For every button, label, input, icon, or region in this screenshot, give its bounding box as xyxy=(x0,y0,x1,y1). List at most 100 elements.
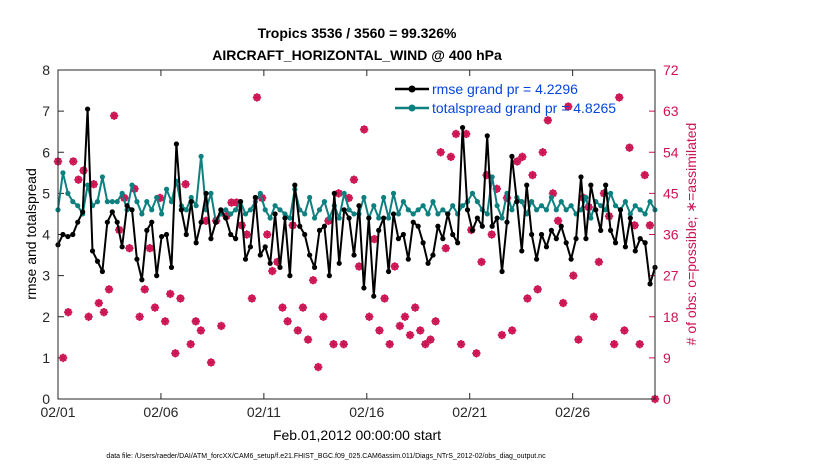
obs-assimilated-marker xyxy=(533,285,542,294)
obs-assimilated-marker xyxy=(324,216,333,225)
totalspread-marker xyxy=(302,211,308,217)
obs-assimilated-marker xyxy=(569,271,578,280)
obs-assimilated-marker xyxy=(84,312,93,321)
totalspread-marker xyxy=(242,211,249,217)
totalspread-marker xyxy=(415,207,421,213)
obs-assimilated-marker xyxy=(523,294,532,303)
rmse-marker xyxy=(607,227,614,233)
obs-assimilated-marker xyxy=(558,298,568,308)
obs-assimilated-marker xyxy=(69,157,78,166)
totalspread-marker xyxy=(193,203,199,209)
obs-point xyxy=(252,93,262,102)
totalspread-marker xyxy=(144,199,150,205)
obs-assimilated-marker xyxy=(135,312,144,321)
obs-point xyxy=(472,349,481,358)
totalspread-marker xyxy=(134,199,140,205)
left-y-tick-label: 5 xyxy=(42,185,50,201)
obs-assimilated-marker xyxy=(79,166,88,175)
rmse-marker xyxy=(593,207,599,213)
obs-point xyxy=(145,244,155,253)
right-y-tick-label: 18 xyxy=(663,309,679,325)
rmse-marker xyxy=(139,277,145,283)
rmse-marker xyxy=(242,256,249,262)
rmse-marker xyxy=(455,240,461,246)
totalspread-marker xyxy=(282,211,288,217)
obs-assimilated-marker xyxy=(390,262,399,271)
obs-point xyxy=(303,335,313,344)
obs-assimilated-marker xyxy=(436,148,445,157)
totalspread-marker xyxy=(578,207,584,213)
obs-point xyxy=(380,294,389,303)
totalspread-marker xyxy=(632,203,638,209)
obs-point xyxy=(589,312,598,321)
right-y-tick-label: 9 xyxy=(663,350,671,366)
totalspread-marker xyxy=(647,199,653,205)
obs-assimilated-marker xyxy=(375,326,384,335)
totalspread-marker xyxy=(598,203,604,209)
rmse-marker xyxy=(504,219,510,225)
totalspread-marker xyxy=(484,211,490,217)
left-y-axis-ticks: 0 1 2 3 4 5 6 7 8 xyxy=(42,62,64,407)
obs-assimilated-marker xyxy=(181,180,190,189)
obs-assimilated-marker xyxy=(564,102,573,111)
rmse-marker xyxy=(420,240,426,246)
rmse-marker xyxy=(617,207,624,213)
totalspread-marker xyxy=(119,190,125,196)
totalspread-marker xyxy=(168,199,175,205)
right-y-axis-ticks: 0 9 18 27 36 45 54 63 72 xyxy=(649,62,679,407)
obs-point xyxy=(166,289,175,299)
obs-point xyxy=(564,102,573,111)
totalspread-marker xyxy=(607,190,614,196)
totalspread-marker xyxy=(104,199,110,205)
totalspread-marker xyxy=(568,203,574,209)
obs-point xyxy=(94,298,104,308)
obs-assimilated-marker xyxy=(64,307,73,317)
left-y-tick-label: 2 xyxy=(42,309,50,325)
totalspread-marker xyxy=(163,186,170,192)
rmse-marker xyxy=(366,215,372,221)
totalspread-marker xyxy=(114,199,120,205)
totalspread-marker xyxy=(262,207,268,213)
totalspread-marker xyxy=(538,203,545,209)
obs-point xyxy=(569,271,578,280)
obs-assimilated-marker xyxy=(278,303,287,312)
obs-assimilated-marker xyxy=(487,230,496,239)
totalspread-marker xyxy=(247,207,254,213)
totalspread-marker xyxy=(425,211,431,217)
rmse-marker xyxy=(351,252,357,258)
rmse-marker xyxy=(80,209,86,215)
obs-point xyxy=(574,335,583,344)
obs-point xyxy=(125,244,134,253)
obs-point xyxy=(609,339,619,349)
obs-assimilated-marker xyxy=(329,339,338,349)
rmse-marker xyxy=(173,141,180,147)
rmse-marker xyxy=(450,231,456,238)
totalspread-marker xyxy=(558,199,564,205)
totalspread-marker xyxy=(583,194,589,201)
data-file-footer: data file: /Users/raeder/DAI/ATM_forcXX/… xyxy=(106,453,546,460)
totalspread-marker xyxy=(509,207,515,213)
obs-point xyxy=(329,339,338,349)
rmse-marker xyxy=(538,231,545,238)
obs-assimilated-marker xyxy=(574,335,583,344)
obs-assimilated-marker xyxy=(528,170,537,180)
rmse-marker xyxy=(109,209,115,215)
obs-point xyxy=(456,339,466,349)
totalspread-marker xyxy=(228,211,234,217)
right-y-tick-label: 45 xyxy=(663,185,679,201)
rmse-marker xyxy=(524,182,530,188)
obs-point xyxy=(635,339,644,349)
totalspread-marker xyxy=(198,153,204,159)
totalspread-marker xyxy=(277,207,283,213)
totalspread-marker xyxy=(563,207,569,213)
left-y-tick-label: 4 xyxy=(42,227,50,243)
obs-point xyxy=(84,312,93,321)
right-y-tick-label: 36 xyxy=(663,227,679,243)
obs-point xyxy=(615,93,624,102)
left-y-tick-label: 3 xyxy=(42,268,50,284)
rmse-marker xyxy=(277,264,283,270)
rmse-marker xyxy=(311,264,318,270)
rmse-marker xyxy=(292,182,298,188)
obs-assimilated-marker xyxy=(314,362,323,372)
obs-assimilated-marker xyxy=(74,175,83,184)
